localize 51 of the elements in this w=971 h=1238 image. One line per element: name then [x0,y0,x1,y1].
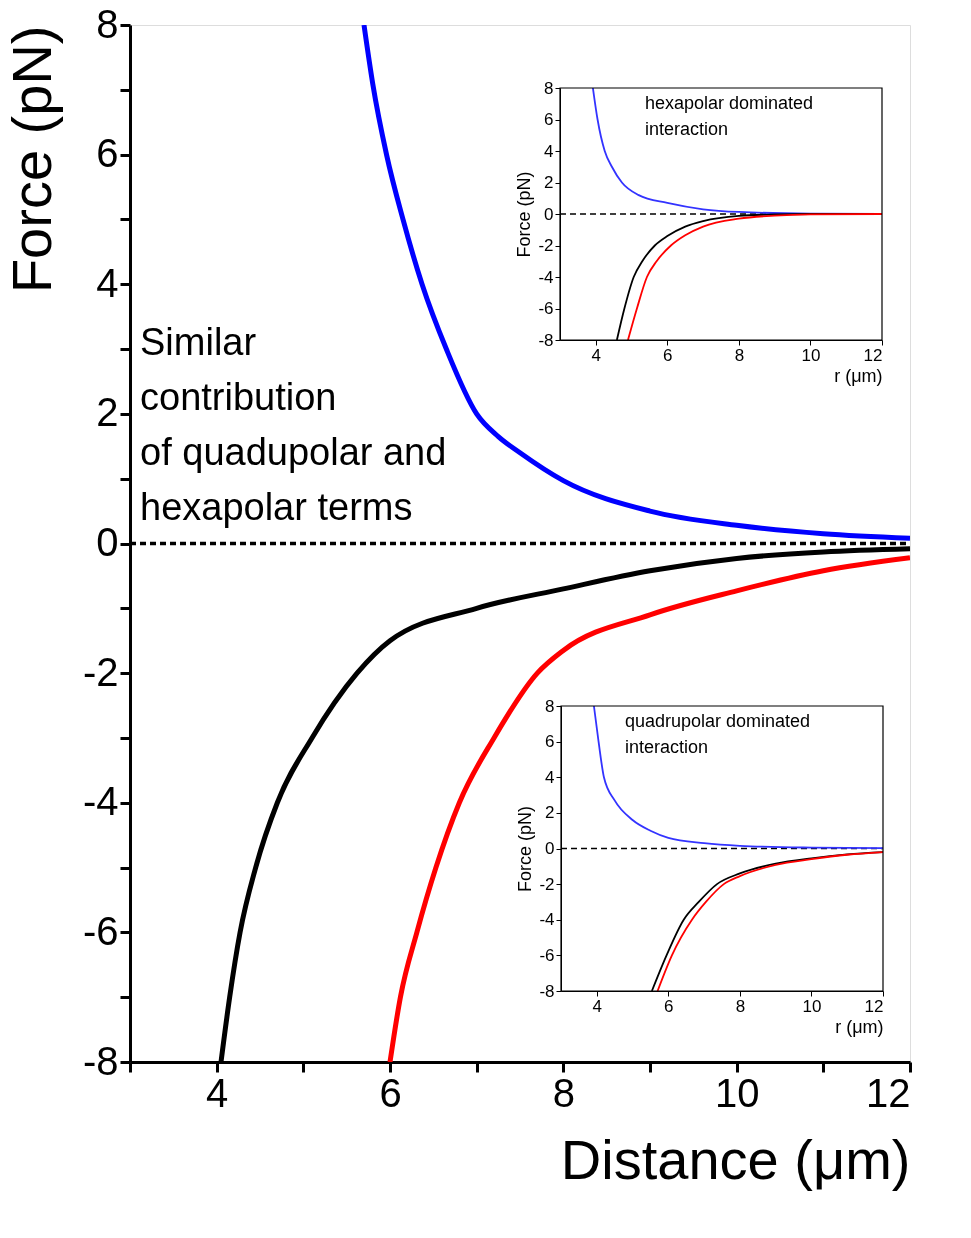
y-tick-label: -2 [82,649,119,694]
y-tick-label: 8 [96,1,119,46]
x-tick-label: 4 [591,345,602,365]
x-tick-label: 10 [802,996,822,1016]
x-tick-label: 12 [864,996,884,1016]
x-axis-title: Distance (μm) [560,1127,911,1191]
annotation: quadrupolar dominated interaction [625,711,811,758]
y-tick-label: -8 [82,1038,119,1083]
y-tick-label: 0 [545,839,555,858]
y-tick-label: 2 [545,803,555,823]
y-tick-label: -8 [538,330,554,350]
x-tick-label: 6 [379,1070,402,1115]
x-tick-label: 8 [734,345,745,365]
y-tick-label: -4 [539,910,555,930]
y-axis-title: Force (pN) [0,25,63,294]
y-tick-label: 4 [544,141,554,161]
y-tick-label: 2 [96,390,119,435]
y-tick-label: 6 [544,110,554,129]
y-tick-label: 4 [545,767,555,787]
y-tick-label: 6 [96,131,119,176]
y-tick-label: 8 [545,696,555,716]
y-tick-label: -2 [539,874,555,894]
y-tick-label: -6 [82,908,119,953]
x-tick-label: 10 [801,345,821,365]
y-tick-label: 2 [544,173,554,192]
x-tick-label: 4 [592,996,603,1016]
y-tick-label: -6 [538,299,554,318]
y-tick-label: -8 [539,981,555,1001]
annotation: hexapolar dominated interaction [645,93,814,140]
y-tick-label: 6 [545,732,555,752]
x-tick-label: 6 [664,996,674,1016]
y-tick-label: 0 [96,520,119,564]
x-axis-title: r (μm) [835,1016,884,1037]
y-axis-title: Force (pN) [514,171,535,258]
y-tick-label: 8 [544,78,554,98]
x-tick-label: 4 [206,1070,229,1115]
x-tick-label: 12 [863,345,883,365]
y-tick-label: -6 [539,945,555,965]
y-tick-label: 0 [544,204,554,224]
x-tick-label: 10 [714,1070,760,1115]
y-tick-label: -4 [82,779,119,824]
x-tick-label: 8 [735,996,746,1016]
y-tick-label: -4 [538,267,554,287]
y-axis-title: Force (pN) [515,805,536,893]
line-series [593,705,884,850]
y-tick-label: -2 [538,236,554,255]
x-tick-label: 12 [866,1070,911,1115]
y-tick-label: 4 [96,260,119,305]
x-axis-title: r (μm) [834,365,883,386]
annotation: Similar contribution of quadupolar and hexapolar terms [140,321,447,529]
x-tick-label: 6 [663,345,673,365]
